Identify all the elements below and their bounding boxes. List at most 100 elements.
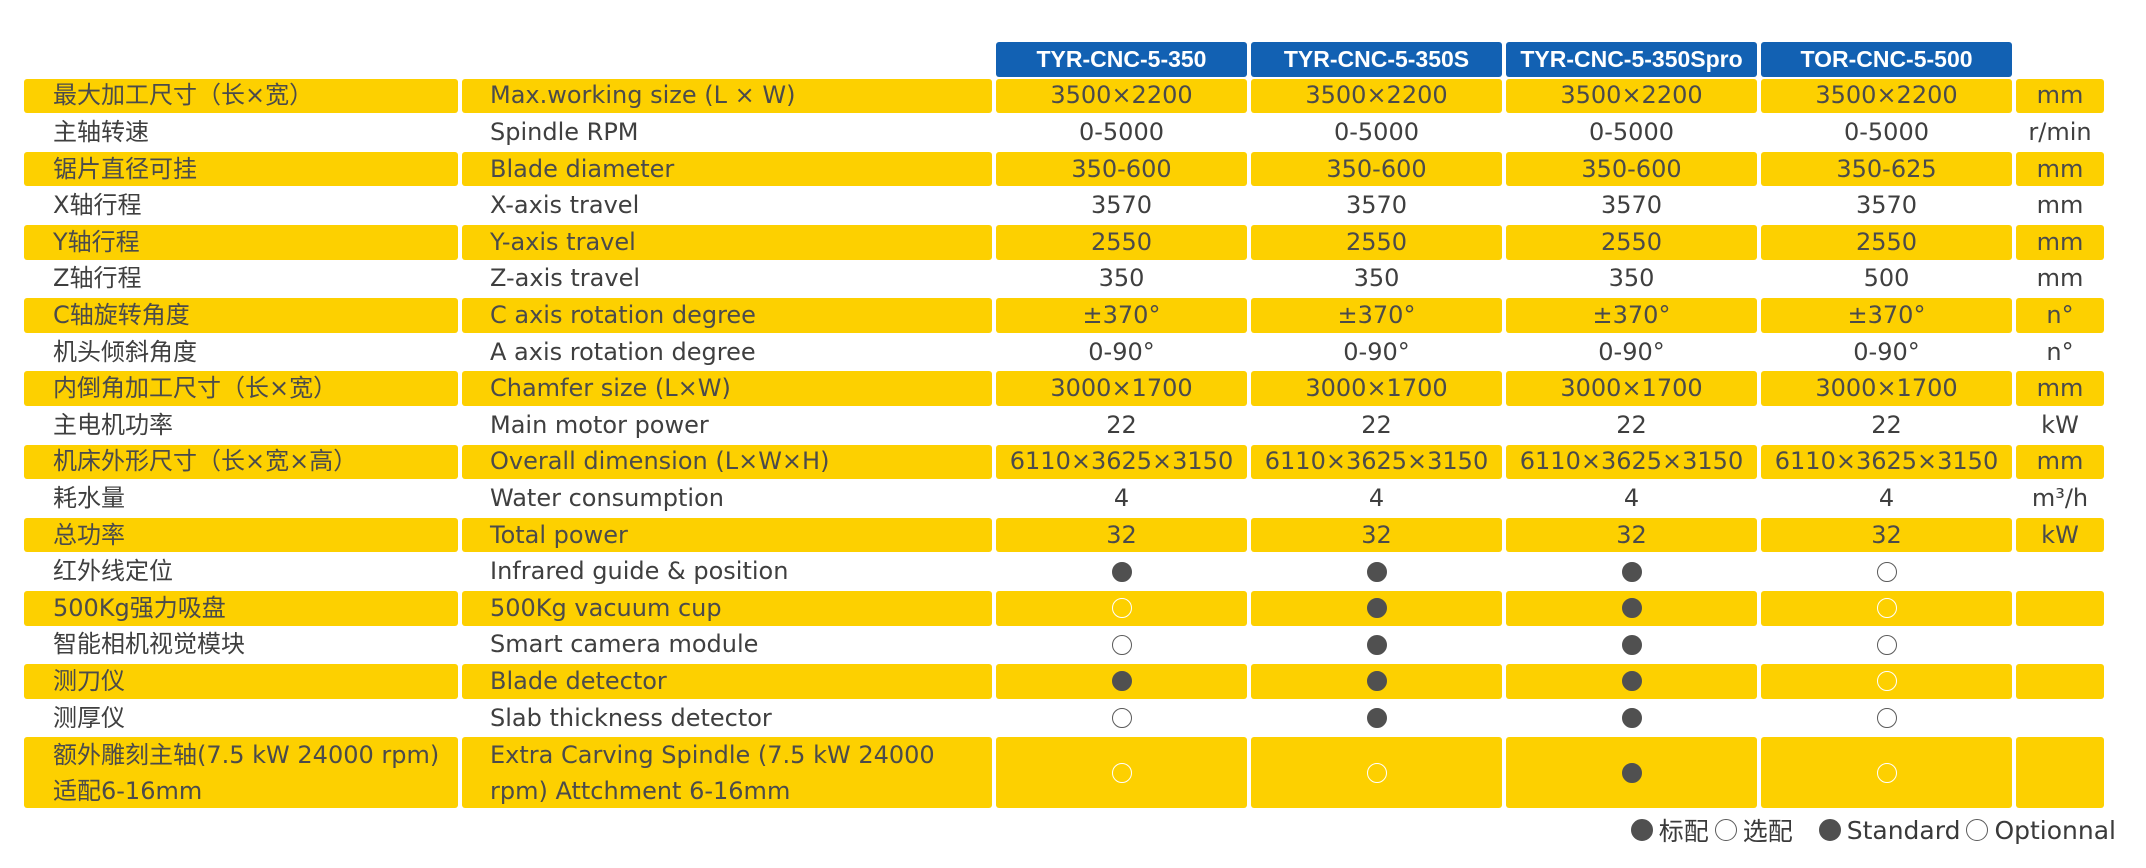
spec-value	[996, 590, 1247, 626]
spec-value	[996, 737, 1247, 809]
spec-value	[1761, 700, 2012, 736]
spec-value: 0-90°	[1251, 334, 1502, 370]
spec-label-cn: 锯片直径可挂	[24, 151, 458, 187]
spec-value	[1761, 664, 2012, 699]
spec-value	[1506, 627, 1757, 663]
spec-value	[996, 554, 1247, 589]
spec-label-cn: 红外线定位	[24, 554, 458, 589]
spec-value: 0-90°	[1761, 334, 2012, 370]
optional-dot-icon	[1111, 707, 1132, 728]
spec-label-cn: 内倒角加工尺寸（长×宽）	[24, 371, 458, 406]
spec-value: ±370°	[1506, 298, 1757, 333]
spec-value: 3500×2200	[1761, 78, 2012, 114]
standard-dot-icon	[1366, 634, 1387, 655]
spec-value: 6110×3625×3150	[1251, 444, 1502, 480]
spec-value: 350-625	[1761, 151, 2012, 187]
standard-dot-icon	[1621, 561, 1642, 582]
model-header: TOR-CNC-5-500	[1761, 42, 2012, 77]
spec-label-cn: Z轴行程	[24, 261, 458, 297]
legend-optional-en: Optionnal	[1994, 815, 2116, 845]
spec-value: 3570	[996, 188, 1247, 223]
spec-unit: kW	[2016, 517, 2104, 553]
spec-label-en: Total power	[462, 517, 992, 553]
spec-value	[1506, 737, 1757, 809]
spec-value: ±370°	[996, 298, 1247, 333]
spec-value: 350	[1251, 261, 1502, 297]
spec-value: 3000×1700	[996, 371, 1247, 406]
spec-unit: mm	[2016, 224, 2104, 260]
spec-value: 350-600	[1251, 151, 1502, 187]
spec-value	[1251, 664, 1502, 699]
spec-value	[1506, 664, 1757, 699]
optional-dot-icon	[1111, 598, 1132, 619]
optional-dot-icon	[1876, 561, 1897, 582]
spec-label-en: Z-axis travel	[462, 261, 992, 297]
spec-value: 0-90°	[1506, 334, 1757, 370]
standard-dot-icon	[1366, 671, 1387, 692]
spec-label-en: Slab thickness detector	[462, 700, 992, 736]
spec-unit: n°	[2016, 334, 2104, 370]
spec-value	[1251, 700, 1502, 736]
spec-label-cn: 耗水量	[24, 481, 458, 516]
spec-unit: m³/h	[2016, 481, 2104, 516]
spec-label-en: Infrared guide & position	[462, 554, 992, 589]
spec-value: 3000×1700	[1761, 371, 2012, 406]
optional-dot-icon	[1876, 634, 1897, 655]
spec-unit: mm	[2016, 444, 2104, 480]
spec-value: 0-5000	[1506, 115, 1757, 150]
spec-value	[1251, 554, 1502, 589]
spec-value	[996, 664, 1247, 699]
standard-dot-icon	[1621, 762, 1642, 783]
spec-value: 2550	[1761, 224, 2012, 260]
standard-dot-icon	[1621, 598, 1642, 619]
spec-label-en: Blade detector	[462, 664, 992, 699]
spec-unit: mm	[2016, 371, 2104, 406]
spec-value: 22	[1761, 407, 2012, 443]
legend-standard-cn: 标配	[1658, 817, 1709, 846]
spec-value	[1506, 554, 1757, 589]
spec-label-cn: 测厚仪	[24, 700, 458, 736]
spec-unit: mm	[2016, 261, 2104, 297]
optional-dot-icon	[1366, 762, 1387, 783]
spec-unit	[2016, 554, 2104, 589]
spec-value: 3000×1700	[1506, 371, 1757, 406]
spec-value	[1251, 627, 1502, 663]
spec-label-en: Main motor power	[462, 407, 992, 443]
standard-dot-icon	[1366, 707, 1387, 728]
spec-unit	[2016, 627, 2104, 663]
spec-label-cn: 最大加工尺寸（长×宽）	[24, 78, 458, 114]
spec-label-cn: 智能相机视觉模块	[24, 627, 458, 663]
spec-value: 350	[996, 261, 1247, 297]
spec-label-cn: 500Kg强力吸盘	[24, 590, 458, 626]
spec-value: 22	[996, 407, 1247, 443]
spec-value	[996, 700, 1247, 736]
spec-value: 3500×2200	[996, 78, 1247, 114]
standard-dot-icon	[1630, 819, 1653, 841]
spec-value: 4	[996, 481, 1247, 516]
spec-value	[1761, 590, 2012, 626]
spec-value: 32	[996, 517, 1247, 553]
standard-dot-icon	[1621, 634, 1642, 655]
spec-label-en: A axis rotation degree	[462, 334, 992, 370]
spec-label-en: C axis rotation degree	[462, 298, 992, 333]
spec-value: 500	[1761, 261, 2012, 297]
spec-value	[1761, 554, 2012, 589]
spec-label-cn: C轴旋转角度	[24, 298, 458, 333]
spec-label-en: 500Kg vacuum cup	[462, 590, 992, 626]
spec-value: 350	[1506, 261, 1757, 297]
optional-dot-icon	[1876, 671, 1897, 692]
legend-optional-cn: 选配	[1742, 817, 1793, 846]
spec-value: 0-5000	[1251, 115, 1502, 150]
spec-value: ±370°	[1761, 298, 2012, 333]
standard-dot-icon	[1111, 561, 1132, 582]
spec-value	[1506, 700, 1757, 736]
spec-label-cn: Y轴行程	[24, 224, 458, 260]
spec-value: 32	[1251, 517, 1502, 553]
standard-dot-icon	[1621, 707, 1642, 728]
spec-label-cn: 总功率	[24, 517, 458, 553]
spec-label-en: Water consumption	[462, 481, 992, 516]
standard-dot-icon	[1366, 598, 1387, 619]
optional-dot-icon	[1111, 634, 1132, 655]
spec-value: 3570	[1506, 188, 1757, 223]
optional-dot-icon	[1876, 762, 1897, 783]
